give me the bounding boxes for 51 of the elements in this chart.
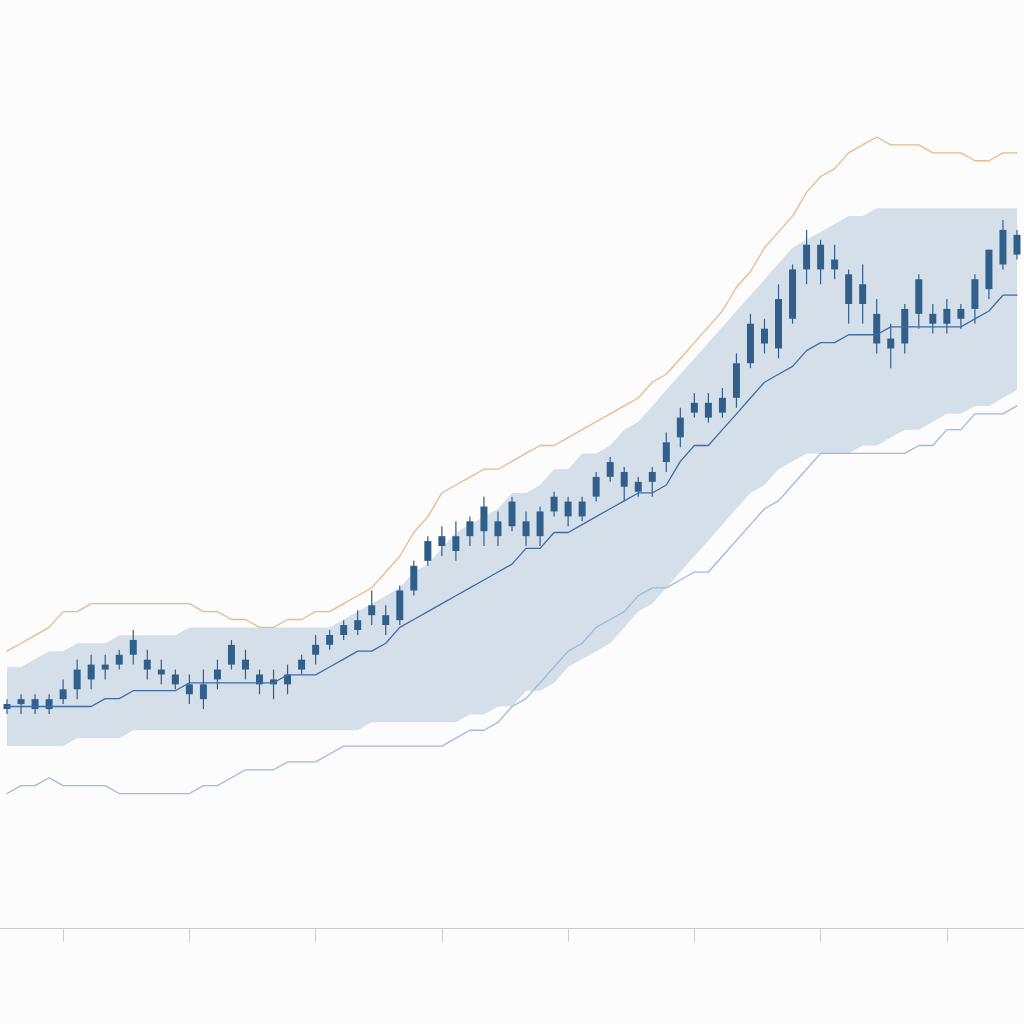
candlestick [31,693,39,715]
candlestick [634,476,642,498]
candlestick [438,525,446,557]
candlestick [213,659,221,690]
candlestick [550,491,558,517]
candlestick [606,456,614,483]
candlestick [199,668,207,710]
candlestick [45,693,53,715]
candlestick [59,678,67,705]
candlestick [143,649,151,681]
candlestick [452,520,460,562]
candlestick [929,303,937,335]
candlestick [298,654,306,676]
candlestick [760,318,768,354]
candlestick [241,649,249,681]
candlestick [676,407,684,448]
candlestick [690,392,698,419]
candlestick [354,609,362,636]
candlestick [382,604,390,636]
candlestick [87,654,95,690]
candlestick [522,510,530,547]
candlestick [424,535,432,567]
candlestick [73,659,81,700]
candlestick [887,323,895,369]
candlestick [704,392,712,424]
candlestick [17,693,25,715]
candlestick [1013,229,1021,261]
candlestick [957,303,965,330]
candlestick [718,387,726,419]
candlestick [129,629,137,666]
candlestick [326,629,334,651]
candlestick [466,515,474,547]
candlestick [620,466,628,503]
candlestick [564,496,572,527]
candlestick [171,668,179,690]
candlestick [368,589,376,626]
candlestick [943,298,951,335]
candlestick [831,244,839,280]
candlestick [592,471,600,503]
candlestick [185,673,193,705]
candlestick [227,639,235,671]
candlestick [578,496,586,522]
candlestick [312,634,320,666]
candlestick [859,263,867,325]
candlestick [340,619,348,641]
candlestick [662,431,670,473]
candlestick [101,654,109,681]
candlestick [115,649,123,671]
candlestick [648,466,656,498]
candlestick [256,668,264,695]
candlestick [494,510,502,547]
